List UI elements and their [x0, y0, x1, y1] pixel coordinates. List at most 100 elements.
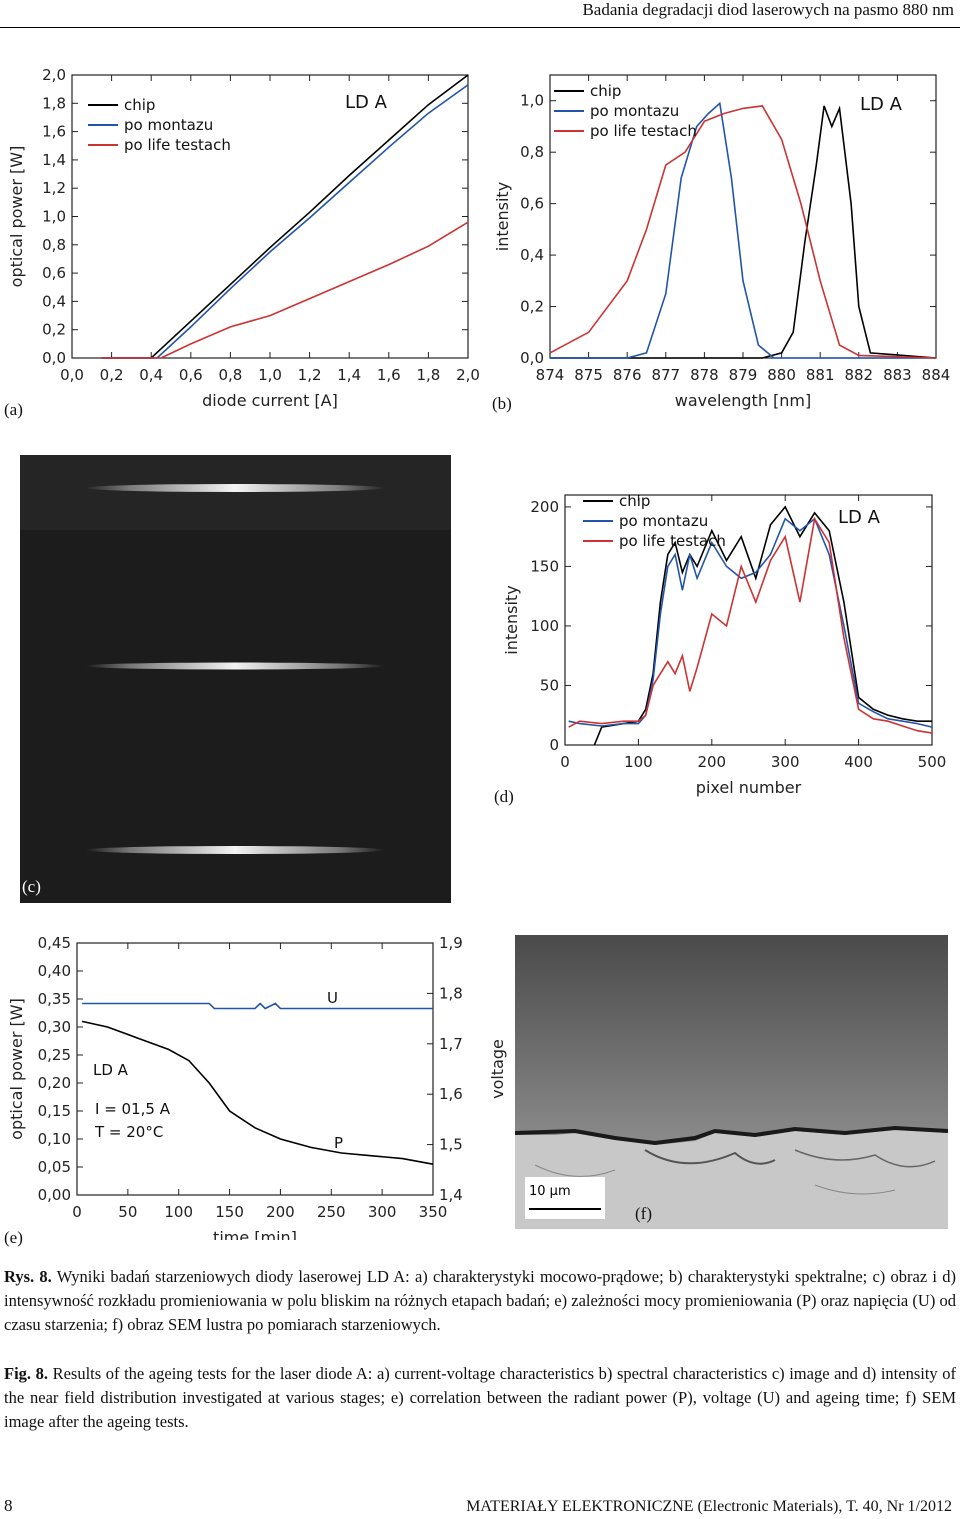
- series-chip: [550, 105, 937, 359]
- y-axis-label: optical power [W]: [7, 146, 26, 288]
- y-tick-label: 0,30: [38, 1018, 71, 1036]
- label-c: (c): [22, 877, 41, 896]
- ld-annotation: LD A: [345, 92, 388, 113]
- caption-en: Fig. 8. Results of the ageing tests for …: [4, 1362, 956, 1434]
- x-tick-label: 0,6: [179, 366, 203, 384]
- legend-entry: po montazu: [619, 512, 708, 530]
- x-tick-label: 881: [806, 366, 835, 384]
- x-tick-label: 884: [922, 366, 951, 384]
- y-tick-label: 0,2: [42, 321, 66, 339]
- y-tick-label: 0,40: [38, 962, 71, 980]
- x-axis-label: pixel number: [696, 778, 802, 797]
- series-U: [82, 1002, 433, 1010]
- x-axis-label: time [min]: [213, 1228, 297, 1240]
- x-tick-label: 879: [729, 366, 758, 384]
- x-tick-label: 0: [72, 1203, 82, 1221]
- y-tick-label: 1,4: [42, 151, 66, 169]
- sem-texture: 10 µm: [515, 1125, 948, 1229]
- page-number: 8: [4, 1496, 13, 1515]
- x-tick-label: 875: [574, 366, 603, 384]
- x-tick-label: 0,0: [60, 366, 84, 384]
- label-d: (d): [494, 787, 514, 806]
- caption-pl-label: Rys. 8.: [4, 1267, 52, 1286]
- near-field-stripes: [20, 455, 451, 854]
- caption-en-text: Results of the ageing tests for the lase…: [4, 1364, 956, 1431]
- x-tick-label: 250: [317, 1203, 346, 1221]
- x-tick-label: 400: [844, 753, 873, 771]
- legend-entry: po montazu: [124, 116, 213, 134]
- scale-label: 10 µm: [529, 1184, 571, 1199]
- y2-tick-label: 1,8: [439, 984, 463, 1002]
- stripe-1: [85, 484, 385, 492]
- y-tick-label: 0,20: [38, 1074, 71, 1092]
- temperature-annotation: T = 20°C: [94, 1123, 163, 1141]
- legend-entry: po life testach: [124, 136, 231, 154]
- x-tick-label: 300: [771, 753, 800, 771]
- y-tick-label: 0,25: [38, 1046, 71, 1064]
- series-po-life-testach: [568, 516, 933, 734]
- series-po-montazu: [568, 517, 933, 728]
- chart-b: 874 875 876 877 878 879 880 881 882 883 884 0,0 0,2 0…: [493, 74, 951, 410]
- x-tick-label: 50: [118, 1203, 137, 1221]
- x-tick-label: 300: [368, 1203, 397, 1221]
- y-tick-label: 0,8: [520, 143, 544, 161]
- label-e: (e): [4, 1228, 23, 1247]
- ld-annotation: LD A: [860, 94, 903, 115]
- label-b: (b): [492, 394, 512, 413]
- chart-d: 0 100 200 300 400 500 0 50 100 150 200 pixel number…: [502, 492, 947, 797]
- stripe-3: [85, 846, 385, 854]
- x-tick-label: 1,4: [337, 366, 361, 384]
- y-tick-label: 0,6: [520, 195, 544, 213]
- legend-entry: po life testach: [619, 532, 726, 550]
- y2-tick-label: 1,4: [439, 1186, 463, 1204]
- x-tick-label: 150: [215, 1203, 244, 1221]
- y-tick-label: 0,00: [38, 1186, 71, 1204]
- header-rule: [0, 27, 960, 28]
- chart-e: 0 50 100 150 200 250 300 350 0,00 0,05 0,10 0,15 0,2…: [7, 934, 507, 1240]
- legend-entry: chip: [124, 96, 155, 114]
- series-chip: [593, 505, 932, 746]
- y-tick-label: 1,6: [42, 123, 66, 141]
- y-tick-label: 0,8: [42, 236, 66, 254]
- label-f: (f): [635, 1204, 652, 1223]
- series-P: [81, 1020, 434, 1165]
- y-tick-label: 0,05: [38, 1158, 71, 1176]
- x-tick-label: 100: [164, 1203, 193, 1221]
- y-tick-label: 1,2: [42, 179, 66, 197]
- x-tick-label: 880: [767, 366, 796, 384]
- y2-tick-label: 1,7: [439, 1035, 463, 1053]
- chart-a: 0,0 0,2 0,4 0,6 0,8 1,0 1,2 1,4 1,6 1,8 2,0 0,0 0,2 0…: [7, 66, 480, 410]
- current-annotation: I = 01,5 A: [95, 1100, 171, 1118]
- x-tick-label: 877: [651, 366, 680, 384]
- plot-frame: [76, 942, 434, 1196]
- x-tick-label: 882: [844, 366, 873, 384]
- x-tick-label: 200: [266, 1203, 295, 1221]
- y-axis-label: intensity: [502, 585, 521, 654]
- x-tick-label: 0,2: [100, 366, 124, 384]
- y-tick-label: 2,0: [42, 66, 66, 84]
- series-chip: [101, 74, 469, 359]
- y-tick-label: 200: [530, 498, 559, 516]
- ld-annotation: LD A: [838, 507, 881, 528]
- y-tick-label: 0,35: [38, 990, 71, 1008]
- x-tick-label: 500: [918, 753, 947, 771]
- legend-entry: chip: [590, 82, 621, 100]
- x-axis-label: wavelength [nm]: [675, 391, 812, 410]
- y-tick-label: 50: [540, 676, 559, 694]
- y2-axis-label: voltage: [488, 1039, 507, 1099]
- y-tick-label: 0,6: [42, 264, 66, 282]
- x-tick-label: 100: [624, 753, 653, 771]
- y2-tick-label: 1,9: [439, 934, 463, 952]
- x-tick-label: 350: [419, 1203, 448, 1221]
- stripe-2: [85, 662, 385, 670]
- y-tick-label: 0,2: [520, 298, 544, 316]
- x-tick-label: 1,2: [298, 366, 322, 384]
- series-po-montazu: [101, 84, 469, 359]
- x-tick-label: 876: [613, 366, 642, 384]
- y-tick-label: 0,0: [42, 349, 66, 367]
- plot-frame: [564, 494, 933, 746]
- x-tick-label: 878: [690, 366, 719, 384]
- x-tick-label: 883: [883, 366, 912, 384]
- y-tick-label: 0: [549, 736, 559, 754]
- x-tick-label: 0,8: [218, 366, 242, 384]
